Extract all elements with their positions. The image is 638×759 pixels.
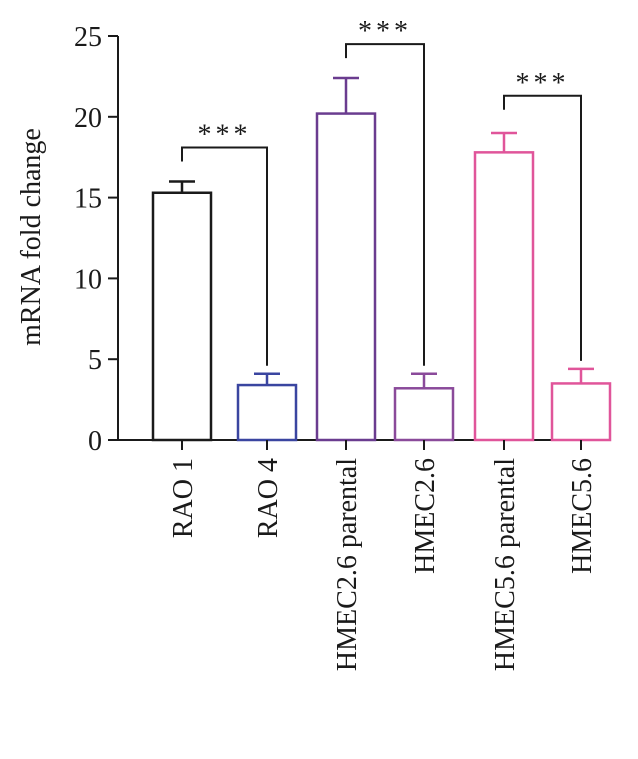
bar xyxy=(151,191,213,442)
bar xyxy=(236,383,298,442)
bar xyxy=(473,151,535,442)
bar xyxy=(550,382,612,442)
y-tick-label: 25 xyxy=(74,22,102,53)
y-tick-label: 0 xyxy=(88,426,102,457)
significance-bracket xyxy=(345,43,425,366)
x-tick-label: HMEC5.6 xyxy=(567,458,598,574)
bar xyxy=(393,387,455,442)
y-tick-label: 10 xyxy=(74,264,102,295)
significance-label: *** xyxy=(358,16,412,47)
significance-bracket xyxy=(503,94,582,361)
x-tick-label: HMEC2.6 parental xyxy=(332,458,363,671)
bar xyxy=(315,112,377,442)
x-tick-label: RAO 1 xyxy=(168,458,199,538)
y-tick-label: 20 xyxy=(74,103,102,134)
plot-area: 0 5 10 15 20 25 RAO 1 RAO 4 HMEC2.6 parental HMEC… xyxy=(74,16,612,671)
significance-label: *** xyxy=(516,68,570,99)
x-tick-label: HMEC5.6 parental xyxy=(490,458,521,671)
y-tick-label: 15 xyxy=(74,184,102,215)
x-tick-label: HMEC2.6 xyxy=(410,458,441,574)
y-axis-title: mRNA fold change xyxy=(16,128,47,346)
y-tick-label: 5 xyxy=(88,345,102,376)
significance-label: *** xyxy=(198,120,252,151)
x-tick-label: RAO 4 xyxy=(253,458,284,538)
significance-bracket xyxy=(181,146,268,366)
